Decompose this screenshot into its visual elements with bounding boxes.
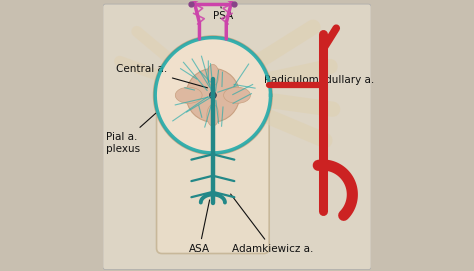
Text: PSA: PSA [213,7,233,21]
Text: Pial a.
plexus: Pial a. plexus [106,113,156,154]
Ellipse shape [224,87,250,103]
FancyBboxPatch shape [156,95,269,253]
Text: Central a.: Central a. [116,64,208,88]
Circle shape [154,36,272,154]
Ellipse shape [207,64,219,86]
Text: Adamkiewicz a.: Adamkiewicz a. [231,194,313,254]
Circle shape [210,92,216,99]
Circle shape [186,69,240,122]
Text: ASA: ASA [189,200,210,254]
Ellipse shape [207,105,219,126]
Text: Radiculomedullary a.: Radiculomedullary a. [264,75,374,85]
FancyBboxPatch shape [103,4,371,270]
Ellipse shape [175,87,202,103]
